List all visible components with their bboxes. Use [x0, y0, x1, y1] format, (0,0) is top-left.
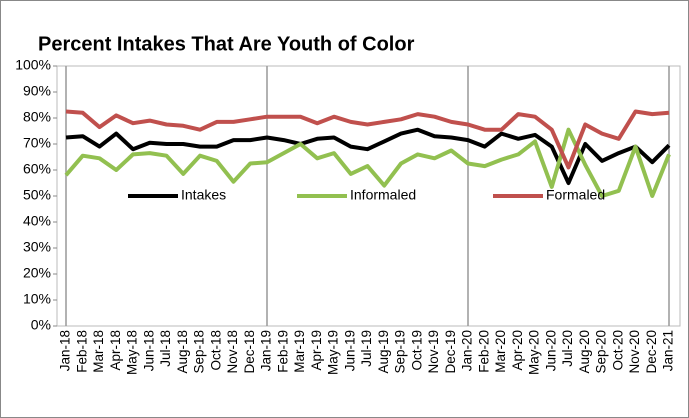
x-tick-label: Jan-21 — [661, 330, 676, 371]
x-tick-label: Apr-20 — [510, 330, 525, 371]
y-tick-label: 80% — [23, 109, 51, 125]
x-tick-label: Mar-18 — [91, 330, 106, 373]
legend-label: Formaled — [546, 187, 605, 203]
x-tick-label: Oct-18 — [208, 330, 223, 371]
y-tick-label: 10% — [23, 291, 51, 307]
chart-title: Percent Intakes That Are Youth of Color — [38, 33, 415, 55]
y-tick-label: 100% — [15, 57, 51, 73]
legend-label: Informaled — [350, 187, 416, 203]
x-tick-label: Jan-18 — [58, 330, 73, 371]
x-tick-label: Sep-20 — [594, 330, 609, 374]
y-tick-label: 20% — [23, 265, 51, 281]
x-tick-label: Feb-18 — [74, 330, 89, 373]
y-tick-label: 30% — [23, 239, 51, 255]
x-tick-label: Feb-20 — [476, 330, 491, 373]
x-tick-label: Nov-18 — [225, 330, 240, 374]
x-tick-label: Jun-19 — [342, 330, 357, 371]
x-tick-label: Oct-19 — [409, 330, 424, 371]
x-tick-label: Sep-18 — [192, 330, 207, 374]
series-line — [65, 127, 671, 185]
x-tick-label: Nov-20 — [627, 330, 642, 374]
x-tick-label: Feb-19 — [275, 330, 290, 373]
x-tick-label: Dec-19 — [443, 330, 458, 374]
y-tick-label: 40% — [23, 213, 51, 229]
x-tick-label: Jan-20 — [460, 330, 475, 371]
x-tick-label: Jun-18 — [141, 330, 156, 371]
y-tick-label: 60% — [23, 161, 51, 177]
series-line — [64, 127, 671, 198]
x-tick-label: Mar-19 — [292, 330, 307, 373]
x-tick-label: Jan-19 — [259, 330, 274, 371]
x-tick-label: May-18 — [125, 330, 140, 375]
legend-label: Intakes — [181, 187, 226, 203]
x-tick-label: Aug-20 — [577, 330, 592, 374]
x-tick-label: Oct-20 — [610, 330, 625, 371]
y-tick-label: 70% — [23, 135, 51, 151]
x-tick-label: Aug-18 — [175, 330, 190, 374]
y-tick-label: 0% — [31, 317, 51, 333]
x-tick-label: Jul-20 — [560, 330, 575, 367]
series-line — [65, 109, 670, 170]
x-tick-label: Apr-19 — [309, 330, 324, 371]
x-tick-label: Nov-19 — [426, 330, 441, 374]
x-tick-label: Dec-20 — [644, 330, 659, 374]
x-tick-label: Dec-18 — [242, 330, 257, 374]
x-tick-label: Jul-18 — [158, 330, 173, 367]
x-tick-label: Mar-20 — [493, 330, 508, 373]
x-tick-label: May-19 — [326, 330, 341, 375]
x-tick-label: Sep-19 — [393, 330, 408, 374]
x-tick-label: Jul-19 — [359, 330, 374, 367]
x-tick-label: Aug-19 — [376, 330, 391, 374]
x-tick-label: Apr-18 — [108, 330, 123, 371]
x-tick-label: Jun-20 — [543, 330, 558, 371]
x-tick-label: May-20 — [527, 330, 542, 375]
y-tick-label: 90% — [23, 83, 51, 99]
y-tick-label: 50% — [23, 187, 51, 203]
